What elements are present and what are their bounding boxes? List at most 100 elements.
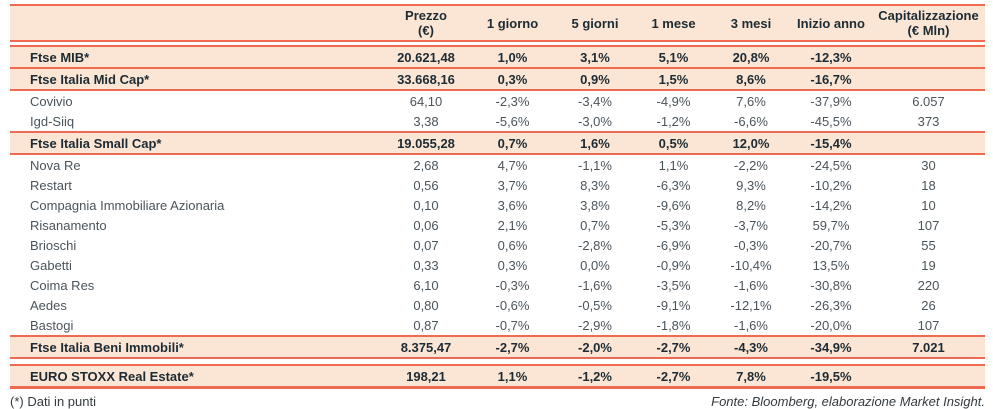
value-cell: -9,6%	[656, 197, 691, 213]
value-cell: -26,3%	[810, 297, 852, 313]
row-name-cell: Nova Re	[30, 157, 81, 173]
row-name-cell: Brioschi	[30, 237, 77, 253]
value-cell: 26	[921, 297, 936, 313]
value-cell: 1,1%	[658, 157, 689, 173]
value-cell: 30	[921, 157, 936, 173]
row-name-cell: Risanamento	[30, 217, 107, 233]
value-cell: 55	[921, 237, 936, 253]
value-cell: 7,6%	[736, 93, 766, 109]
table-row: Coima Res 6,10 -0,3% -1,6% -3,5% -1,6% -30,8% 2…	[10, 275, 985, 295]
column-header: 1 giorno	[486, 15, 539, 31]
value-cell: 0,33	[413, 257, 439, 273]
value-cell: 3,1%	[580, 49, 610, 65]
column-header: Capitalizzazione (€ Mln)	[878, 8, 979, 38]
value-cell: -3,7%	[734, 217, 768, 233]
value-cell: -5,6%	[495, 113, 530, 129]
spacer-row	[10, 359, 985, 364]
value-cell: -1,6%	[734, 317, 768, 333]
value-cell: -6,9%	[656, 237, 691, 253]
table-row: Aedes 0,80 -0,6% -0,5% -9,1% -12,1% -26,3% 26	[10, 295, 985, 315]
value-cell: 0,5%	[658, 135, 689, 151]
value-cell: 33.668,16	[397, 71, 455, 87]
value-cell: 107	[917, 317, 940, 333]
row-name-cell: Ftse Italia Small Cap*	[30, 135, 162, 151]
value-cell: -2,3%	[495, 93, 530, 109]
value-cell: -10,4%	[730, 257, 772, 273]
table-row: Bastogi 0,87 -0,7% -2,9% -1,8% -1,6% -20,0% 107	[10, 315, 985, 335]
value-cell: -1,1%	[578, 157, 612, 173]
value-cell: 0,0%	[580, 257, 610, 273]
value-cell: -45,5%	[810, 113, 852, 129]
value-cell: 10	[921, 197, 936, 213]
value-cell: 1,1%	[497, 368, 528, 384]
value-cell: -2,2%	[734, 157, 768, 173]
index-row: Ftse Italia Small Cap* 19.055,28 0,7% 1,6% 0…	[10, 131, 985, 155]
column-header: Inizio anno	[797, 15, 865, 31]
value-cell: 0,56	[413, 177, 439, 193]
value-cell: 1,6%	[580, 135, 610, 151]
column-header: 5 giorni	[571, 15, 619, 31]
table-row: Nova Re 2,68 4,7% -1,1% 1,1% -2,2% -24,5% 30	[10, 155, 985, 175]
value-cell: -6,3%	[656, 177, 691, 193]
value-cell: -15,4%	[810, 135, 852, 151]
value-cell: 107	[917, 217, 940, 233]
value-cell: -0,3%	[495, 277, 530, 293]
value-cell: 0,80	[413, 297, 439, 313]
value-cell: 12,0%	[732, 135, 770, 151]
table-row: Restart 0,56 3,7% 8,3% -6,3% 9,3% -10,2% 18	[10, 175, 985, 195]
index-row: Ftse Italia Mid Cap* 33.668,16 0,3% 0,9% 1,5…	[10, 69, 985, 91]
value-cell: 2,1%	[497, 217, 528, 233]
value-cell: -1,8%	[656, 317, 691, 333]
value-cell: 9,3%	[736, 177, 766, 193]
value-cell: -2,7%	[656, 339, 691, 355]
value-cell: -2,7%	[495, 339, 530, 355]
value-cell: -19,5%	[810, 368, 852, 384]
value-cell: 3,7%	[497, 177, 528, 193]
index-row: EURO STOXX Real Estate* 198,21 1,1% -1,2% -2…	[10, 364, 985, 389]
value-cell: -14,2%	[810, 197, 852, 213]
value-cell: 0,3%	[497, 257, 528, 273]
column-header: 1 mese	[651, 15, 696, 31]
index-row: Ftse Italia Beni Immobili* 8.375,47 -2,7% -…	[10, 335, 985, 359]
value-cell: 7.021	[912, 339, 945, 355]
value-cell: 0,87	[413, 317, 439, 333]
row-name-cell: Restart	[30, 177, 72, 193]
value-cell: 6,10	[413, 277, 439, 293]
value-cell: -2,9%	[578, 317, 612, 333]
value-cell: -16,7%	[810, 71, 852, 87]
value-cell: -4,9%	[656, 93, 691, 109]
value-cell: 0,3%	[497, 71, 528, 87]
row-name-cell: Gabetti	[30, 257, 72, 273]
value-cell: 6.057	[912, 93, 945, 109]
value-cell: -4,3%	[734, 339, 768, 355]
row-name-cell: Ftse Italia Mid Cap*	[30, 71, 150, 87]
column-header: 3 mesi	[730, 15, 772, 31]
value-cell: 0,6%	[497, 237, 528, 253]
value-cell: 20,8%	[732, 49, 770, 65]
row-name-cell: Ftse MIB*	[30, 49, 90, 65]
table-row: Covivio 64,10 -2,3% -3,4% -4,9% 7,6% -37,9% 6.0…	[10, 91, 985, 111]
value-cell: -34,9%	[810, 339, 852, 355]
value-cell: -1,6%	[734, 277, 768, 293]
value-cell: -2,7%	[656, 368, 691, 384]
value-cell: -1,6%	[578, 277, 612, 293]
value-cell: -0,5%	[578, 297, 612, 313]
value-cell: 198,21	[406, 368, 446, 384]
value-cell: 1,5%	[658, 71, 689, 87]
value-cell: -20,7%	[810, 237, 852, 253]
value-cell: -12,1%	[730, 297, 772, 313]
value-cell: 59,7%	[812, 217, 850, 233]
header-double-line-gap	[10, 42, 985, 45]
table-row: Compagnia Immobiliare Azionaria 0,10 3,6% 3…	[10, 195, 985, 215]
index-row: Ftse MIB* 20.621,48 1,0% 3,1% 5,1% 20,8% -12,3…	[10, 45, 985, 69]
row-name-cell: Aedes	[30, 297, 67, 313]
row-name-cell: Covivio	[30, 93, 73, 109]
value-cell: -5,3%	[656, 217, 691, 233]
value-cell: 0,06	[413, 217, 439, 233]
value-cell: 3,8%	[580, 197, 610, 213]
row-name-cell: Coima Res	[30, 277, 95, 293]
value-cell: 7,8%	[736, 368, 766, 384]
value-cell: -1,2%	[656, 113, 691, 129]
value-cell: 3,6%	[497, 197, 528, 213]
